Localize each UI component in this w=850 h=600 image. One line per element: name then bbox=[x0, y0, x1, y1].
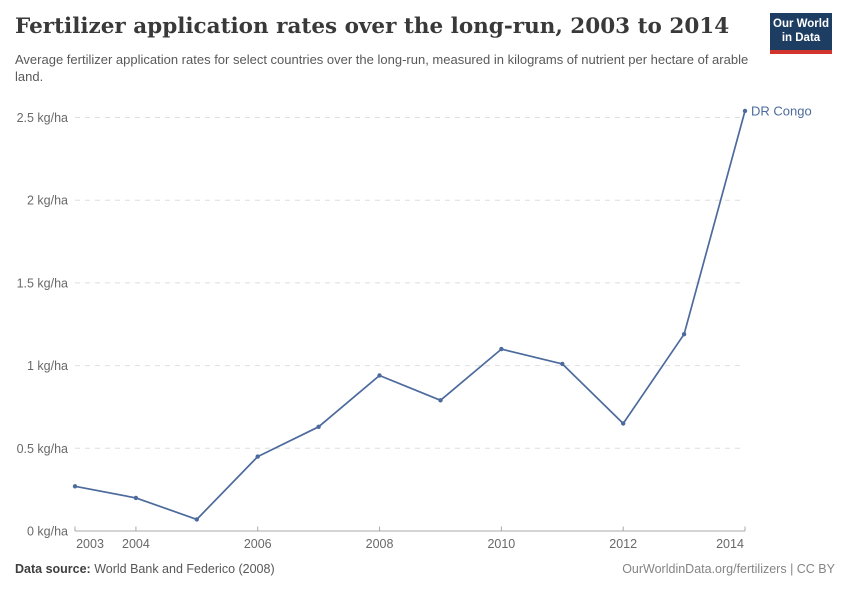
data-source-label: Data source: bbox=[15, 562, 91, 576]
data-point-marker[interactable] bbox=[72, 484, 78, 489]
page-title: Fertilizer application rates over the lo… bbox=[15, 14, 730, 39]
data-point-marker[interactable] bbox=[742, 108, 748, 114]
data-point-marker[interactable] bbox=[377, 373, 382, 378]
owid-logo-line2: in Data bbox=[781, 31, 821, 44]
y-axis-tick-label: 1.5 kg/ha bbox=[17, 276, 68, 290]
x-axis-tick-label: 2012 bbox=[609, 537, 637, 551]
data-point-marker[interactable] bbox=[316, 424, 321, 429]
data-point-marker[interactable] bbox=[560, 361, 565, 367]
x-axis-tick-label: 2004 bbox=[122, 537, 150, 551]
data-point-marker[interactable] bbox=[499, 346, 504, 352]
x-axis-tick-label: 2014 bbox=[716, 537, 744, 551]
chart-footer: Data source: World Bank and Federico (20… bbox=[15, 562, 835, 576]
owid-url-license[interactable]: OurWorldinData.org/fertilizers | CC BY bbox=[622, 562, 835, 576]
x-axis-tick-label: 2010 bbox=[487, 537, 515, 551]
owid-logo-red-stripe bbox=[770, 49, 832, 54]
data-source-value: World Bank and Federico (2008) bbox=[90, 562, 275, 576]
y-axis-tick-label: 1 kg/ha bbox=[27, 359, 68, 373]
chart-generated-content: 0 kg/ha 0.5 kg/ha 1 kg/ha 1.5 kg/ha 2 kg/ha 2… bbox=[17, 103, 812, 551]
chart-subtitle: Average fertilizer application rates for… bbox=[15, 52, 749, 84]
data-point-marker[interactable] bbox=[621, 421, 626, 426]
x-axis-tick-label: 2006 bbox=[244, 537, 272, 551]
data-source-note: Data source: World Bank and Federico (20… bbox=[15, 562, 275, 576]
data-point-marker[interactable] bbox=[133, 495, 139, 501]
series-end-label[interactable]: DR Congo bbox=[751, 103, 812, 118]
data-point-marker[interactable] bbox=[194, 517, 199, 522]
y-axis-tick-label: 0.5 kg/ha bbox=[17, 442, 68, 456]
y-axis-tick-label: 2 kg/ha bbox=[27, 194, 68, 208]
y-axis-tick-label: 2.5 kg/ha bbox=[17, 111, 68, 125]
y-axis-tick-label: 0 kg/ha bbox=[27, 525, 68, 539]
owid-logo[interactable]: Our World in Data bbox=[770, 13, 832, 54]
data-point-marker[interactable] bbox=[255, 454, 260, 459]
data-point-marker[interactable] bbox=[681, 332, 687, 337]
series-line-dr-congo[interactable] bbox=[74, 110, 746, 521]
owid-logo-line1: Our World bbox=[773, 18, 830, 30]
owid-logo-text: Our World in Data bbox=[770, 13, 832, 50]
data-point-marker[interactable] bbox=[438, 398, 443, 403]
x-axis-tick-label: 2008 bbox=[366, 537, 394, 551]
x-axis-tick-label: 2003 bbox=[76, 537, 104, 551]
line-chart-canvas: 0 kg/ha 0.5 kg/ha 1 kg/ha 1.5 kg/ha 2 kg/ha 2… bbox=[17, 103, 812, 551]
